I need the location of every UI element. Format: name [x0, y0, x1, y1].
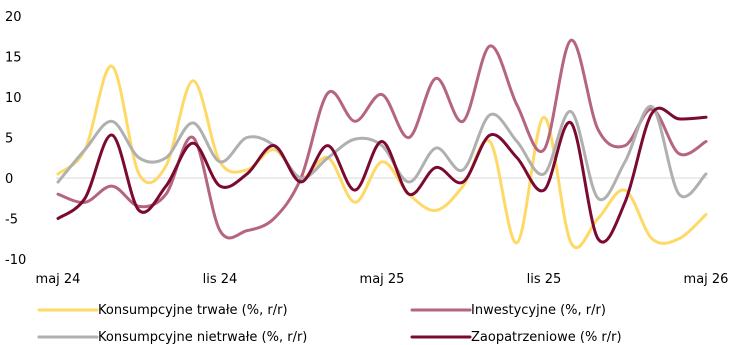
series-line-konsumpcyjne-trwale — [56, 64, 708, 250]
x-tick-label: lis 24 — [203, 272, 238, 287]
y-tick-label: -5 — [5, 213, 18, 228]
series-line-konsumpcyjne-nietrwale — [56, 105, 708, 202]
y-tick-label: 5 — [5, 132, 13, 147]
y-tick-label: 15 — [5, 51, 22, 66]
legend-label-konsumpcyjne-nietrwale: Konsumpcyjne nietrwałe (%, r/r) — [98, 330, 307, 345]
x-tick-label: maj 24 — [36, 272, 81, 287]
y-tick-label: 20 — [5, 10, 22, 25]
x-tick-label: maj 25 — [360, 272, 405, 287]
y-tick-label: -10 — [5, 253, 26, 268]
series-line-inwestycyjne — [56, 38, 708, 240]
x-tick-label: lis 25 — [527, 272, 562, 287]
legend-label-inwestycyjne: Inwestycyjne (%, r/r) — [471, 303, 606, 318]
legend-label-zaopatrzeniowe: Zaopatrzeniowe (% r/r) — [471, 330, 622, 345]
legend-label-konsumpcyjne-trwale: Konsumpcyjne trwałe (%, r/r) — [98, 303, 288, 318]
y-tick-label: 0 — [5, 172, 13, 187]
x-tick-label: maj 26 — [684, 272, 729, 287]
y-tick-label: 10 — [5, 91, 22, 106]
series-line-zaopatrzeniowe — [56, 106, 708, 244]
